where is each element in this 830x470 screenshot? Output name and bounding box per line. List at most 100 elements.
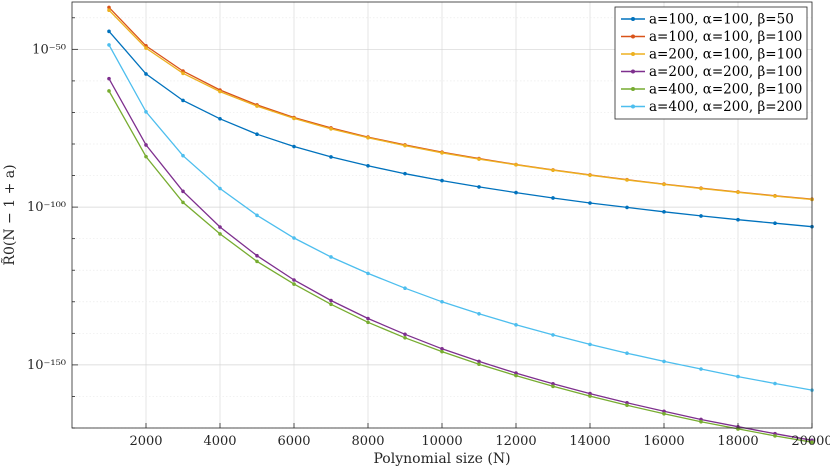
x-axis-label: Polynomial size (N) [373,451,510,467]
data-point [181,189,185,194]
data-point [625,351,629,356]
legend-item: a=200, α=100, β=100 [621,47,802,63]
data-point [366,163,370,168]
legend-box [614,6,808,120]
data-point [329,298,333,303]
y-tick-label: 10⁻⁵⁰ [32,42,66,57]
data-point [477,359,481,364]
legend-label: a=400, α=200, β=100 [649,82,802,98]
data-point [662,412,666,416]
data-point [107,8,111,13]
x-tick-labels: 2000 4000 6000 8000 10000 12000 14000 16000 1800… [129,434,830,449]
data-point [514,371,518,375]
series-group [107,29,814,229]
legend-marker [631,17,635,21]
legend-item: a=200, α=200, β=100 [621,64,802,80]
data-point [144,154,148,159]
x-tick-label: 2000 [129,434,162,449]
data-point [255,213,259,218]
data-point [625,400,629,405]
x-tick-label: 14000 [569,434,610,449]
data-point [403,171,407,176]
data-point [440,178,444,183]
y-tick-label: 10⁻¹⁵⁰ [27,358,66,373]
data-point [403,286,407,291]
data-point [107,89,111,93]
data-point [366,135,370,140]
data-point [477,157,481,161]
data-point [588,342,592,347]
data-point [329,155,333,159]
data-point [292,144,296,149]
data-point [292,236,296,240]
data-point [588,391,592,396]
data-point [477,311,481,316]
data-point [699,419,703,424]
legend-marker [631,69,635,74]
legend-item: a=100, α=100, β=50 [621,12,794,28]
data-point [662,359,666,364]
y-tick-label: 10⁻¹⁰⁰ [27,200,66,215]
data-point [514,373,518,378]
data-point [181,98,185,103]
legend-marker [631,104,635,109]
legend: a=100, α=100, β=50a=100, α=100, β=100 a=2… [614,6,808,120]
legend-marker [631,34,635,39]
data-point [736,190,740,195]
series-group [107,8,814,202]
legend-item: a=100, α=100, β=100 [621,29,802,45]
data-point [440,151,444,155]
data-point [255,104,259,108]
data-point [218,232,222,236]
data-point [662,210,666,214]
data-point [218,225,222,229]
series-line [108,30,813,228]
data-point [662,182,666,187]
series-line [108,44,813,391]
data-point [255,253,259,258]
data-point [255,259,259,264]
data-point [403,335,407,340]
legend-item: a=400, α=200, β=100 [621,82,802,98]
series-line [108,90,813,443]
x-tick-label: 6000 [277,434,310,449]
data-point [551,384,555,389]
data-point [773,434,777,438]
data-point [625,178,629,182]
x-tick-label: 12000 [495,434,536,449]
data-point [514,190,518,195]
legend-label: a=400, α=200, β=200 [649,99,802,115]
axes [71,1,813,429]
data-point [588,394,592,398]
data-point [403,143,407,148]
data-point [218,186,222,191]
data-point [588,173,592,178]
data-point [662,409,666,414]
data-point [181,153,185,158]
legend-marker [631,52,635,56]
data-point [218,116,222,121]
data-point [551,382,555,386]
data-point [329,302,333,307]
data-point [477,185,481,189]
data-point [107,43,111,47]
data-point [107,76,111,81]
legend-label: a=100, α=100, β=50 [649,12,794,28]
data-point [440,349,444,354]
data-point [551,333,555,337]
data-point [440,299,444,304]
data-point [551,196,555,200]
data-point [514,323,518,327]
data-point [773,194,777,198]
data-point [699,367,703,371]
data-point [144,72,148,76]
data-point [144,110,148,114]
series-line [108,78,813,441]
data-point [255,132,259,137]
legend-label: a=200, α=200, β=100 [649,64,802,80]
data-point [292,282,296,286]
data-point [144,143,148,147]
data-point [366,320,370,325]
data-point [625,205,629,210]
